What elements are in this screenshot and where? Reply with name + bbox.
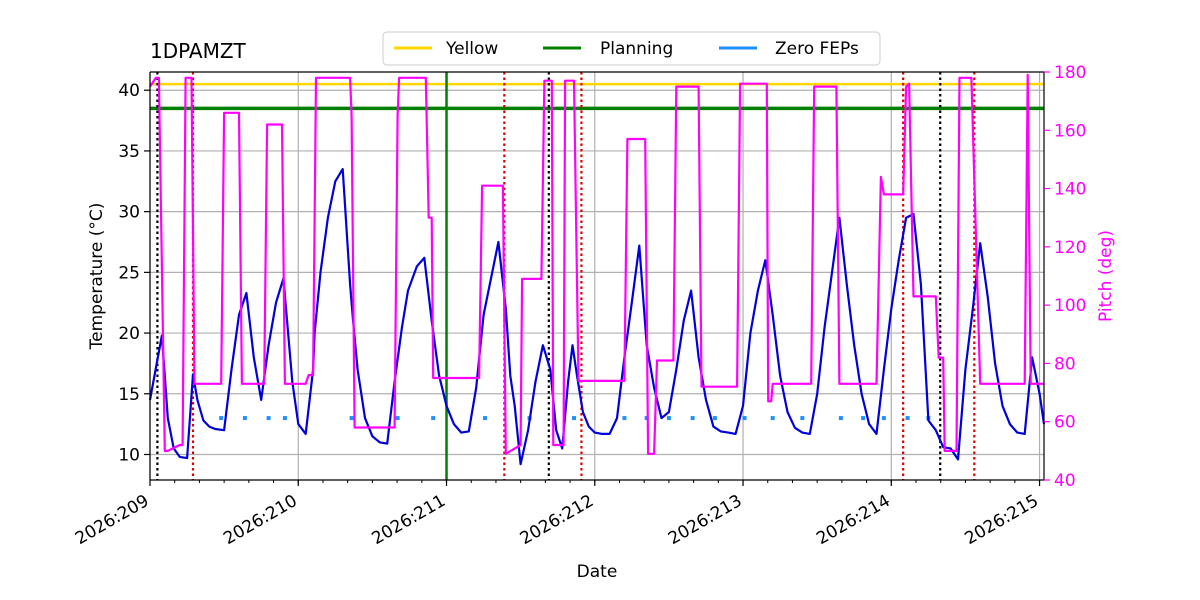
legend: Yellow Planning Zero FEPs — [382, 31, 881, 66]
x-axis-label: Date — [577, 562, 618, 582]
zero-feps-marker — [622, 416, 627, 421]
y2-tick-label: 100 — [1054, 296, 1086, 316]
y2-tick-label: 80 — [1054, 354, 1076, 374]
zero-feps-marker — [861, 416, 866, 421]
zero-feps-marker — [349, 416, 354, 421]
temperature-series-line — [148, 168, 1046, 466]
legend-label-yellow: Yellow — [445, 39, 498, 59]
y2-tick-label: 40 — [1054, 471, 1076, 491]
zero-feps-marker — [242, 416, 247, 421]
y2-tick-label: 120 — [1054, 238, 1086, 258]
zero-feps-marker — [483, 416, 488, 421]
y2-tick-label: 160 — [1054, 121, 1086, 141]
y-tick-label: 15 — [118, 385, 140, 405]
zero-feps-marker — [742, 416, 747, 421]
pitch-series-line — [149, 73, 1044, 455]
zero-feps-marker — [219, 416, 224, 421]
zero-feps-marker — [800, 416, 805, 421]
zero-feps-marker — [712, 416, 717, 421]
zero-feps-marker — [881, 416, 886, 421]
zero-feps-marker — [282, 416, 287, 421]
zero-feps-marker — [770, 416, 775, 421]
legend-label-planning: Planning — [600, 39, 673, 59]
y-tick-label: 35 — [118, 142, 140, 162]
zero-feps-marker — [395, 416, 400, 421]
y2-tick-label: 140 — [1054, 180, 1086, 200]
legend-label-zero-feps: Zero FEPs — [775, 39, 859, 59]
y2-axis-label: Pitch (deg) — [1096, 230, 1116, 322]
legend-frame — [382, 31, 881, 66]
y2-tick-label: 180 — [1054, 63, 1086, 83]
zero-feps-marker — [690, 416, 695, 421]
data-series — [148, 73, 1046, 466]
zero-feps-marker — [266, 416, 271, 421]
zero-feps-marker — [905, 416, 910, 421]
y-tick-label: 40 — [118, 81, 140, 101]
y-tick-label: 30 — [118, 203, 140, 223]
zero-feps-series — [219, 416, 931, 421]
zero-feps-marker — [572, 416, 577, 421]
limit-lines — [150, 72, 1044, 480]
y-tick-label: 10 — [118, 446, 140, 466]
zero-feps-marker — [838, 416, 843, 421]
axes — [149, 71, 1045, 481]
zero-feps-marker — [666, 416, 671, 421]
chart-title: 1DPAMZT — [150, 39, 247, 63]
y-tick-label: 25 — [118, 263, 140, 283]
y2-tick-label: 60 — [1054, 413, 1076, 433]
zero-feps-marker — [431, 416, 436, 421]
y-axis-label: Temperature (°C) — [87, 203, 107, 351]
zero-feps-marker — [644, 416, 649, 421]
y-tick-label: 20 — [118, 324, 140, 344]
